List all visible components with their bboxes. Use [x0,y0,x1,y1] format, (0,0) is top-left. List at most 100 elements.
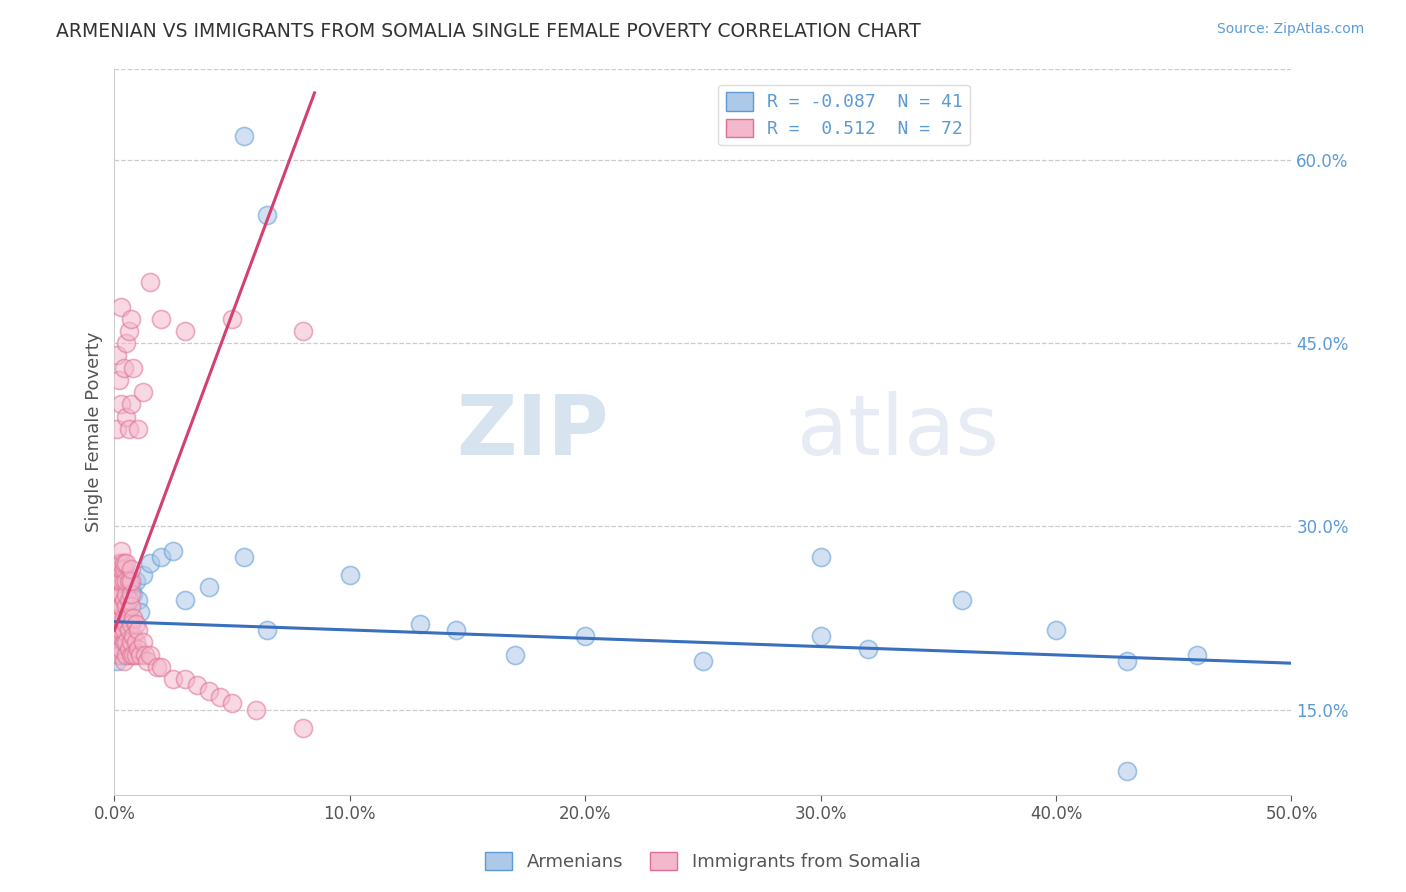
Point [110,648,132,662]
Point [256,208,278,222]
Point [124,574,146,589]
Point [110,599,132,613]
Point [108,624,131,638]
Point [120,617,142,632]
Point [110,397,132,411]
Point [136,654,159,668]
Point [115,556,138,570]
Point [122,611,145,625]
Point [112,556,135,570]
Point [810,549,832,564]
Point [209,690,232,705]
Point [115,336,138,351]
Point [108,629,131,643]
Point [117,592,139,607]
Point [110,562,132,576]
Point [110,574,132,589]
Point [232,128,254,143]
Point [117,574,139,589]
Point [131,635,153,649]
Point [122,629,145,643]
Point [1115,764,1137,778]
Point [108,617,131,632]
Point [122,641,145,656]
Point [110,300,132,314]
Point [105,422,128,436]
Point [115,635,138,649]
Point [117,422,139,436]
Point [138,648,160,662]
Point [150,549,173,564]
Point [122,648,145,662]
Point [692,654,714,668]
Point [112,562,135,576]
Point [110,629,132,643]
Point [105,605,128,619]
Point [120,311,142,326]
Point [134,648,156,662]
Point [105,624,128,638]
Text: atlas: atlas [797,392,998,472]
Legend: Armenians, Immigrants from Somalia: Armenians, Immigrants from Somalia [478,845,928,879]
Point [115,599,138,613]
Point [124,648,146,662]
Text: ARMENIAN VS IMMIGRANTS FROM SOMALIA SINGLE FEMALE POVERTY CORRELATION CHART: ARMENIAN VS IMMIGRANTS FROM SOMALIA SING… [56,22,921,41]
Y-axis label: Single Female Poverty: Single Female Poverty [86,332,103,532]
Point [115,611,138,625]
Point [120,617,142,632]
Point [117,641,139,656]
Point [120,581,142,595]
Point [950,592,973,607]
Point [232,549,254,564]
Point [174,592,197,607]
Point [112,592,135,607]
Point [162,672,184,686]
Point [108,556,131,570]
Text: ZIP: ZIP [457,392,609,472]
Point [138,556,160,570]
Point [131,568,153,582]
Point [110,544,132,558]
Text: Source: ZipAtlas.com: Source: ZipAtlas.com [1216,22,1364,37]
Point [110,586,132,600]
Point [120,648,142,662]
Point [339,568,361,582]
Point [131,385,153,400]
Point [117,611,139,625]
Point [1115,654,1137,668]
Point [409,617,432,632]
Point [115,648,138,662]
Point [120,574,142,589]
Point [150,660,173,674]
Point [117,624,139,638]
Point [503,648,526,662]
Point [115,586,138,600]
Point [120,599,142,613]
Point [105,654,128,668]
Point [108,586,131,600]
Point [256,624,278,638]
Point [112,635,135,649]
Point [105,641,128,656]
Point [122,586,145,600]
Point [1045,624,1067,638]
Point [291,324,314,338]
Point [124,617,146,632]
Point [108,574,131,589]
Point [105,624,128,638]
Legend: R = -0.087  N = 41, R =  0.512  N = 72: R = -0.087 N = 41, R = 0.512 N = 72 [718,85,970,145]
Point [112,641,135,656]
Point [127,592,149,607]
Point [110,641,132,656]
Point [115,617,138,632]
Point [110,624,132,638]
Point [108,599,131,613]
Point [150,311,173,326]
Point [810,629,832,643]
Point [197,684,219,698]
Point [110,586,132,600]
Point [221,697,243,711]
Point [115,648,138,662]
Point [115,574,138,589]
Point [105,349,128,363]
